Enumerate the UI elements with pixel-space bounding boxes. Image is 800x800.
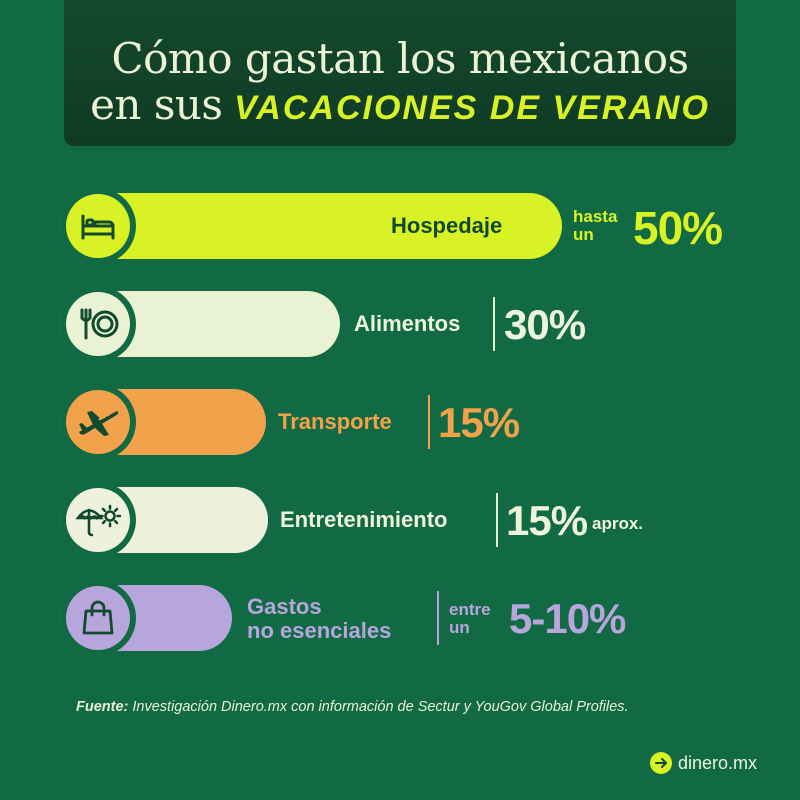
umbrella-sun-icon bbox=[75, 504, 121, 537]
prefix-gastos-line2: un bbox=[449, 618, 470, 637]
plate-fork-icon bbox=[80, 308, 119, 340]
source-note: Fuente: Investigación Dinero.mx con info… bbox=[76, 699, 629, 715]
divider-transporte bbox=[428, 395, 430, 449]
brand-logo: dinero.mx bbox=[650, 752, 757, 774]
brand-name: dinero.mx bbox=[678, 752, 758, 773]
label-gastos: Gastos no esenciales bbox=[247, 595, 391, 643]
prefix-gastos: entre un bbox=[449, 601, 491, 637]
source-text: Investigación Dinero.mx con información … bbox=[132, 699, 629, 715]
bed-icon bbox=[81, 214, 115, 240]
suffix-entretenimiento: aprox. bbox=[592, 514, 644, 533]
divider-gastos bbox=[437, 591, 439, 645]
source-label: Fuente: bbox=[76, 699, 129, 715]
airplane-icon bbox=[79, 411, 119, 436]
icon-circle-alimentos bbox=[60, 286, 136, 362]
prefix-gastos-line1: entre bbox=[449, 600, 491, 619]
icon-circle-transporte bbox=[60, 384, 136, 460]
title-line-2-prefix: en sus bbox=[90, 80, 223, 129]
prefix-hospedaje-line1: hasta bbox=[573, 207, 618, 226]
bar-row-gastos: Gastos no esenciales entre un 5-10% bbox=[60, 580, 660, 656]
divider-alimentos bbox=[493, 297, 495, 351]
title-banner: Cómo gastan los mexicanos en sus VACACIO… bbox=[64, 0, 736, 146]
value-alimentos: 30% bbox=[504, 301, 586, 348]
prefix-hospedaje: hasta un bbox=[573, 208, 617, 244]
label-transporte: Transporte bbox=[278, 409, 392, 434]
bar-row-hospedaje: Hospedaje hasta un 50% bbox=[60, 188, 740, 264]
divider-entretenimiento bbox=[496, 493, 498, 547]
title-highlight: VACACIONES DE VERANO bbox=[234, 89, 710, 127]
arrow-right-icon bbox=[650, 752, 672, 774]
prefix-hospedaje-line2: un bbox=[573, 225, 594, 244]
value-gastos: 5-10% bbox=[509, 595, 626, 642]
title-line-1: Cómo gastan los mexicanos bbox=[111, 34, 689, 83]
title-line-2: en sus VACACIONES DE VERANO bbox=[64, 82, 736, 131]
shopping-bag-icon bbox=[82, 600, 114, 635]
icon-circle-entretenimiento bbox=[60, 482, 136, 558]
bar-row-entretenimiento: Entretenimiento 15% aprox. bbox=[60, 482, 680, 558]
label-alimentos: Alimentos bbox=[354, 311, 461, 336]
label-hospedaje: Hospedaje bbox=[391, 213, 503, 238]
bar-row-alimentos: Alimentos 30% bbox=[60, 286, 620, 362]
value-hospedaje: 50% bbox=[633, 202, 723, 254]
label-entretenimiento: Entretenimiento bbox=[280, 507, 448, 532]
bar-hospedaje bbox=[60, 193, 562, 259]
value-entretenimiento: 15% bbox=[506, 497, 588, 544]
value-transporte: 15% bbox=[438, 399, 520, 446]
icon-circle-gastos bbox=[60, 580, 136, 656]
icon-circle-hospedaje bbox=[60, 188, 136, 264]
bar-row-transporte: Transporte 15% bbox=[60, 384, 540, 460]
label-gastos-line2: no esenciales bbox=[247, 618, 392, 643]
label-gastos-line1: Gastos bbox=[247, 594, 322, 619]
